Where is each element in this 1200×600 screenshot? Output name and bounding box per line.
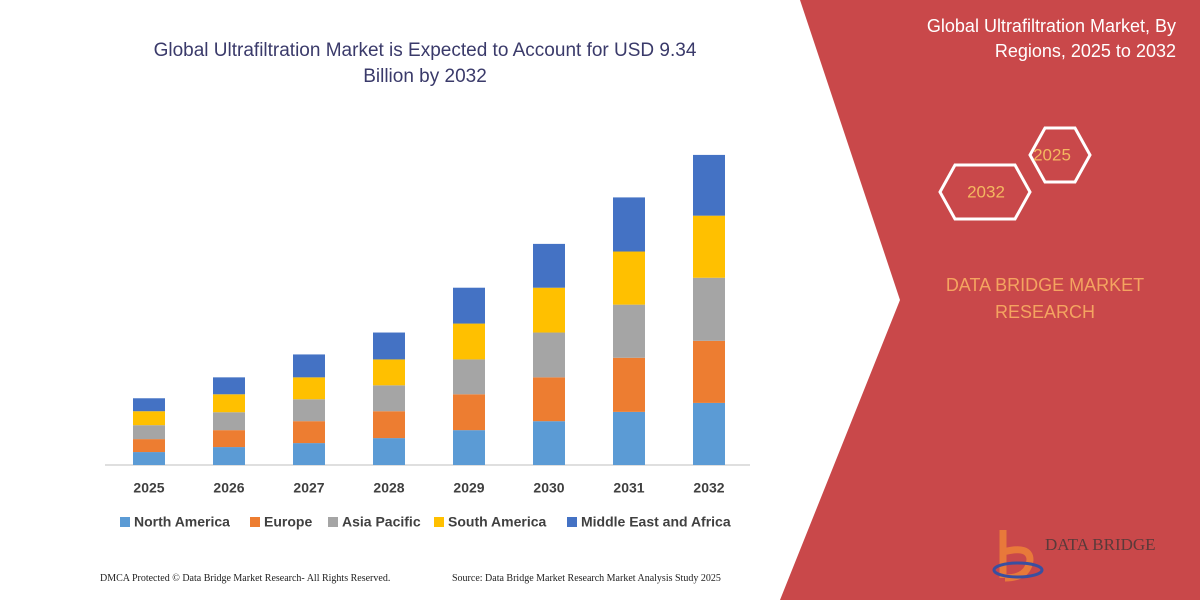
hexagon [1028,126,1092,184]
panel-title: Global Ultrafiltration Market, By Region… [926,16,1176,61]
bar-segment [693,340,725,403]
logo-text: DATA BRIDGE [1045,535,1156,554]
bar-segment [213,430,245,448]
legend-label: North America [134,514,230,530]
hex-label: 2032 [967,182,1005,201]
bar-segment [533,332,565,378]
bar-segment [533,243,565,288]
bar-segment [293,377,325,400]
logo-icon [992,561,1044,579]
x-tick-label: 2031 [613,480,644,496]
bar-segment [453,359,485,395]
bar-segment [373,332,405,360]
legend-swatch [120,517,130,527]
chart-title: Global Ultrafiltration Market is Expecte… [153,40,697,87]
bar-segment [533,421,565,465]
x-tick-label: 2027 [293,480,324,496]
bar-segment [693,154,725,216]
bar-segment [373,359,405,386]
bar-segment [133,425,165,440]
brand: DATA BRIDGE MARKET RESEARCH [945,275,1145,322]
bar-segment [693,277,725,341]
bar-segment [453,430,485,465]
legend-label: Middle East and Africa [581,514,731,530]
bar-segment [133,398,165,412]
bar-segment [293,421,325,444]
bar-segment [693,215,725,278]
x-tick-label: 2028 [373,480,404,496]
bar-segment [133,411,165,426]
side-panel [780,0,1200,600]
legend-label: South America [448,514,546,530]
footer-left: DMCA Protected © Data Bridge Market Rese… [100,573,391,584]
bar-segment [373,411,405,439]
x-tick-label: 2032 [693,480,724,496]
bar-segment [293,399,325,422]
bar-segment [293,443,325,465]
bar-segment [453,323,485,360]
legend-swatch [250,517,260,527]
bar-segment [133,452,165,465]
bar-segment [213,447,245,465]
footer-right: Source: Data Bridge Market Research Mark… [452,573,721,584]
bar-segment [613,251,645,305]
bar-segment [533,287,565,333]
legend-label: Europe [264,514,312,530]
bar-segment [213,394,245,413]
bar-segment [453,394,485,431]
legend-swatch [567,517,577,527]
bar-segment [533,377,565,422]
x-tick-label: 2030 [533,480,564,496]
legend-swatch [434,517,444,527]
bar-segment [373,438,405,465]
bar-segment [293,354,325,378]
legend-swatch [328,517,338,527]
bar-segment [453,287,485,324]
bar-segment [613,411,645,465]
bar-segment [613,197,645,252]
hexagon [938,163,1032,221]
bar-segment [613,357,645,412]
bar-segment [693,402,725,465]
bar-segment [213,377,245,395]
x-tick-label: 2025 [133,480,164,496]
x-tick-label: 2026 [213,480,244,496]
bar-segment [133,439,165,453]
bar-segment [213,412,245,431]
hex-label: 2025 [1033,145,1071,164]
bar-segment [373,385,405,412]
bar-segment [613,304,645,358]
x-tick-label: 2029 [453,480,484,496]
legend-label: Asia Pacific [342,514,421,530]
